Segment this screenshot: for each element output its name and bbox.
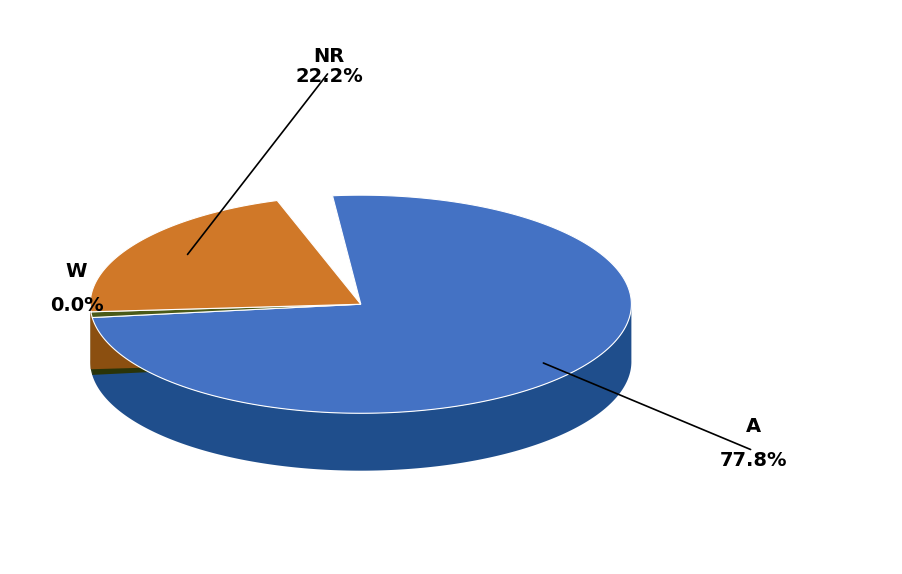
Text: A: A [746,417,760,436]
Text: 22.2%: 22.2% [295,67,364,86]
Text: 77.8%: 77.8% [720,451,787,470]
Text: NR: NR [314,47,345,66]
Polygon shape [92,304,361,375]
Polygon shape [91,304,361,369]
Polygon shape [91,312,92,375]
Polygon shape [92,195,631,413]
Text: W: W [66,262,87,281]
Polygon shape [90,200,361,312]
Polygon shape [92,304,361,375]
Text: 0.0%: 0.0% [50,296,104,315]
Polygon shape [92,303,631,471]
Polygon shape [91,304,361,369]
Polygon shape [91,304,361,317]
